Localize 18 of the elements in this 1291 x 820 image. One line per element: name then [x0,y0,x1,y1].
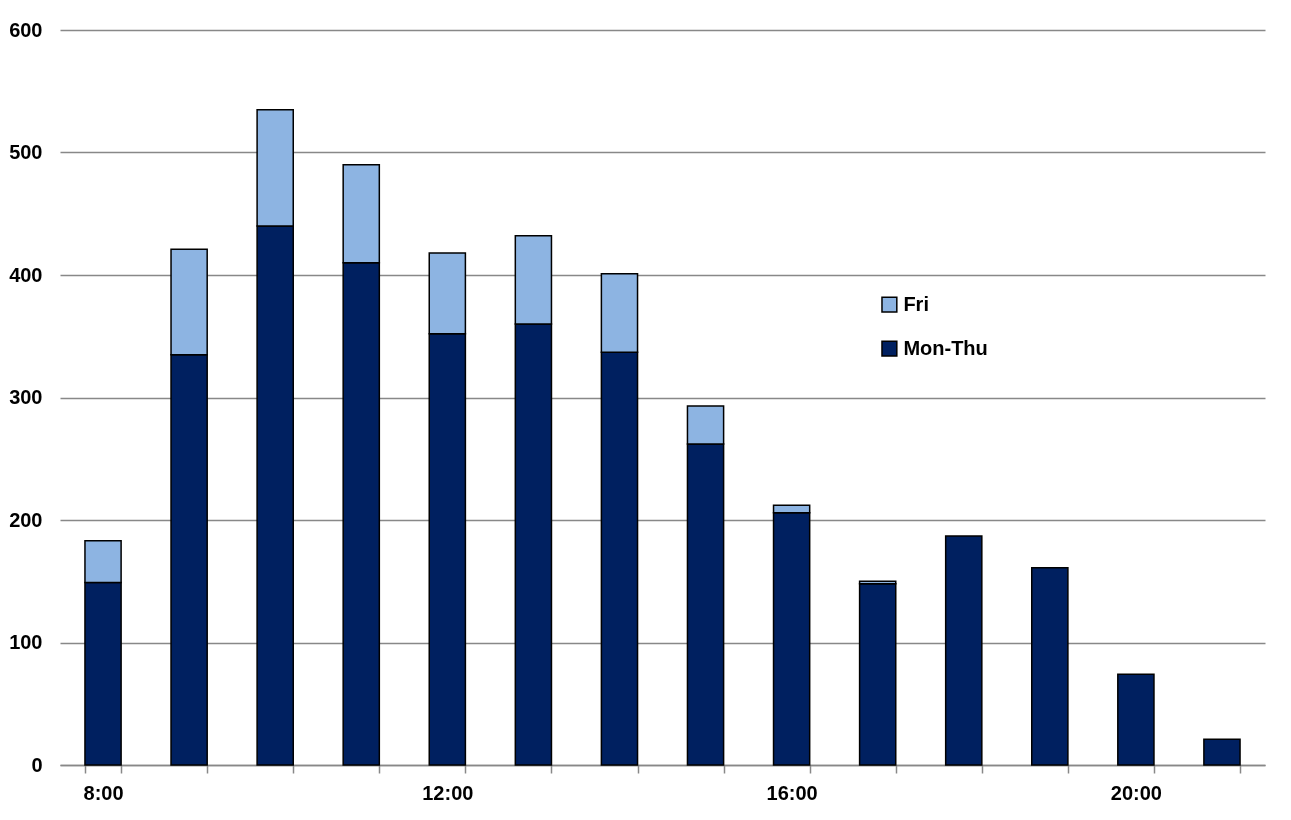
bar [858,582,897,766]
y-tick-label: 0 [31,753,43,776]
y-tick-label: 500 [9,141,43,163]
y-tick-label: 400 [9,263,43,286]
y-tick-label: 300 [9,386,43,408]
legend-label: Mon-Thu [903,336,988,359]
bar [944,535,983,766]
bar [1031,567,1069,766]
bar [1203,738,1241,766]
bar [1117,673,1155,766]
x-tick-label: 16:00 [766,781,818,804]
legend-label: Fri [903,292,929,315]
y-tick-label: 200 [9,508,43,531]
x-tick-label: 8:00 [83,781,124,804]
y-tick-label: 600 [9,18,43,41]
x-tick-label: 12:00 [422,781,474,804]
y-tick-label: 100 [9,631,43,653]
x-tick-label: 20:00 [1110,781,1162,804]
